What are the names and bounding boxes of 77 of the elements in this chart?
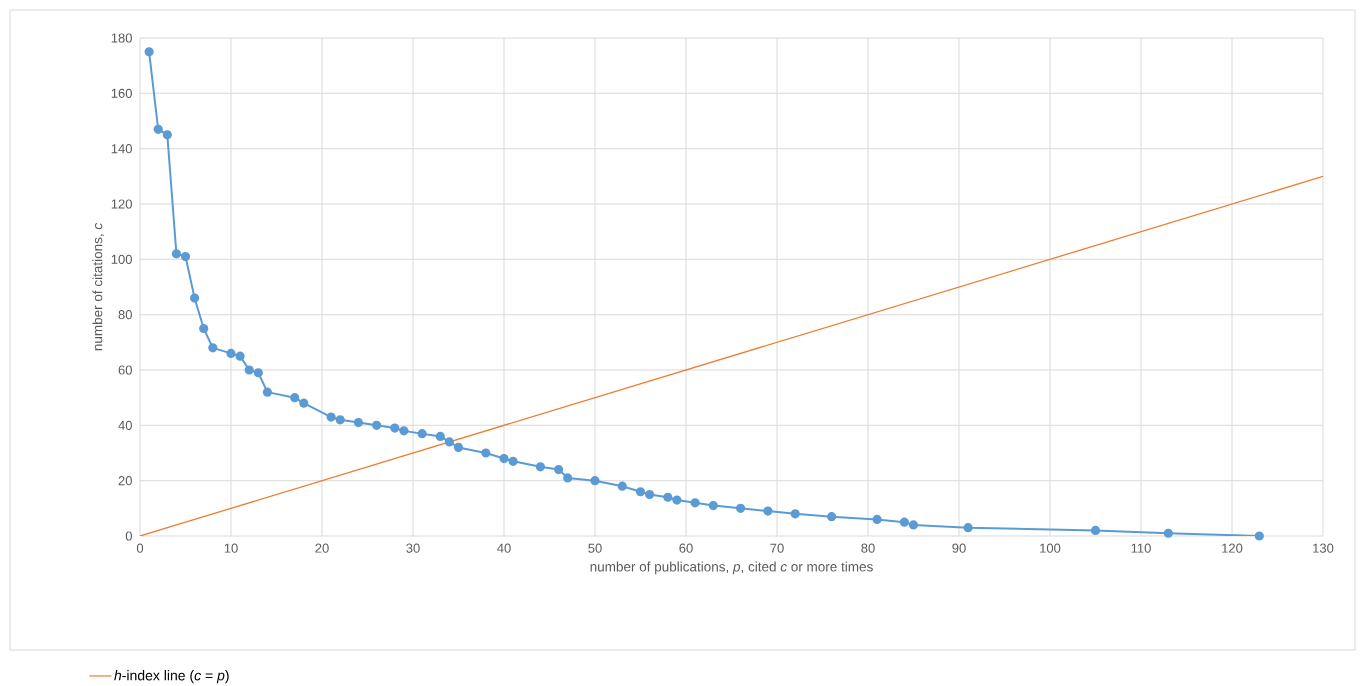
y-tick-label: 100	[111, 254, 132, 264]
point	[790, 509, 800, 519]
point	[353, 417, 363, 428]
point	[481, 448, 491, 458]
point	[226, 348, 236, 358]
x-tick-label: 110	[1131, 543, 1151, 553]
x-tick-label: 130	[1313, 543, 1334, 553]
point	[1254, 531, 1264, 541]
point	[563, 473, 573, 483]
point	[399, 426, 409, 436]
x-tick-label: 80	[861, 543, 875, 553]
x-tick-label: 50	[588, 543, 602, 553]
point	[1163, 528, 1173, 538]
y-tick-label: 180	[111, 33, 132, 43]
point	[235, 351, 245, 361]
y-tick-label: 40	[118, 420, 132, 430]
point	[253, 368, 263, 378]
x-axis-title: number of publications, p, cited c or more times	[590, 561, 873, 575]
x-tick-label: 40	[497, 543, 511, 553]
point	[190, 293, 200, 303]
point	[326, 412, 336, 422]
y-tick-label: 120	[111, 199, 132, 209]
y-axis-title: number of citations, c	[92, 222, 104, 351]
point	[827, 512, 837, 522]
point	[690, 498, 700, 508]
point	[635, 487, 646, 497]
x-tick-label: 90	[952, 543, 966, 553]
y-tick-label: 140	[111, 144, 132, 154]
point	[335, 415, 345, 425]
y-tick-label: 160	[111, 88, 132, 98]
point	[508, 456, 518, 466]
point	[144, 47, 154, 57]
x-tick-label: 70	[770, 543, 784, 553]
point	[617, 481, 627, 491]
legend-label: h-index line (c = p)	[114, 670, 229, 684]
point	[444, 437, 454, 447]
point	[390, 423, 400, 433]
y-tick-label: 60	[118, 365, 132, 375]
y-tick-label: 0	[125, 531, 132, 541]
x-tick-label: 0	[136, 543, 144, 553]
x-tick-label: 30	[406, 543, 420, 553]
point	[645, 489, 655, 500]
point	[244, 365, 254, 375]
point	[153, 124, 163, 134]
point	[554, 465, 564, 475]
x-tick-label: 60	[679, 543, 693, 553]
point	[208, 343, 218, 353]
point	[908, 520, 919, 530]
point	[162, 130, 172, 140]
x-tick-label: 20	[315, 543, 329, 553]
point	[535, 462, 545, 472]
point	[736, 503, 746, 513]
point	[199, 323, 209, 334]
x-tick-label: 120	[1222, 543, 1243, 553]
point	[763, 506, 773, 516]
point	[372, 420, 382, 430]
point	[290, 393, 300, 403]
point	[262, 387, 272, 397]
point	[663, 492, 673, 502]
x-tick-label: 10	[224, 543, 238, 553]
x-tick-label: 100	[1040, 543, 1061, 553]
point	[299, 398, 309, 408]
point	[1090, 525, 1101, 536]
point	[872, 514, 882, 524]
y-tick-label: 20	[118, 476, 132, 486]
point	[180, 251, 191, 262]
point	[672, 495, 682, 505]
point	[708, 500, 718, 511]
point	[171, 249, 181, 259]
point	[499, 453, 509, 464]
point	[963, 523, 973, 533]
point	[453, 442, 464, 453]
point	[899, 517, 909, 527]
y-tick-label: 80	[118, 310, 132, 320]
point	[417, 429, 427, 439]
point	[590, 476, 600, 486]
point	[435, 431, 445, 441]
